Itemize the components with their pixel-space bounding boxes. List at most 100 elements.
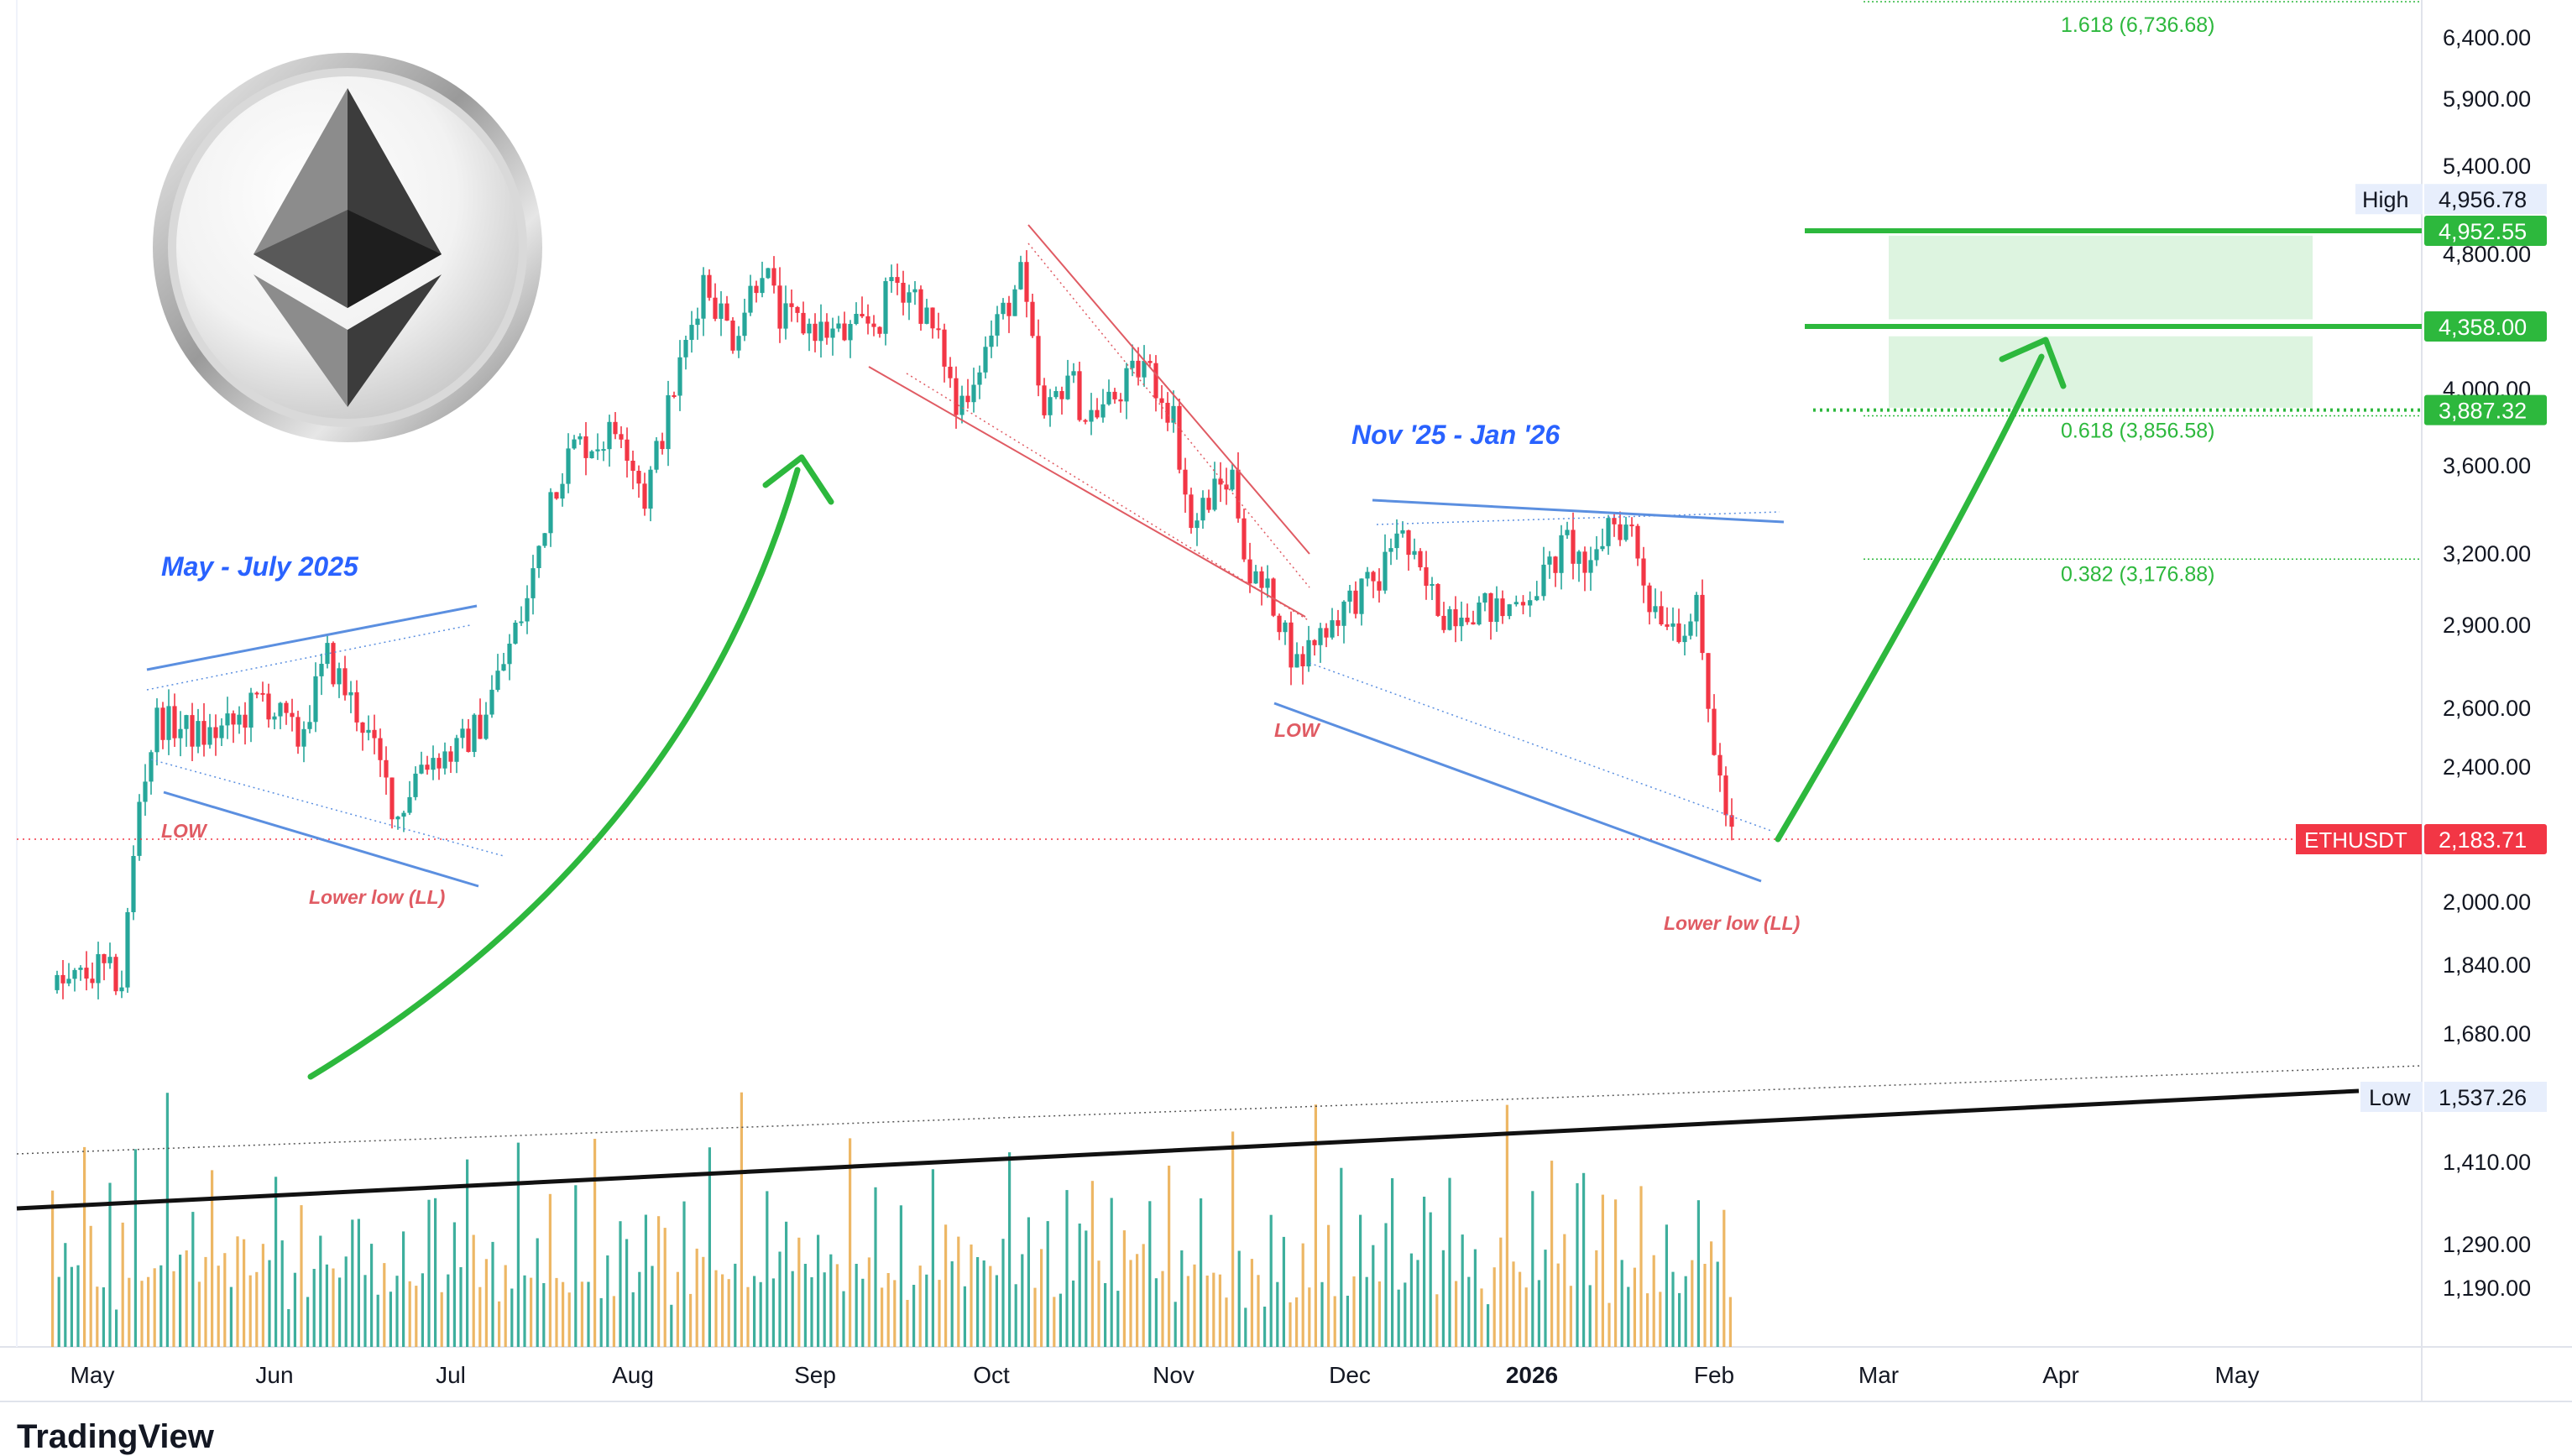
ethereum-coin-logo <box>153 53 542 442</box>
volume-bar <box>1499 1237 1503 1347</box>
candle-body <box>654 441 659 470</box>
candle-body <box>319 664 324 676</box>
candle-body <box>1253 571 1258 584</box>
candle-body <box>677 357 682 396</box>
candle-body <box>1641 558 1646 586</box>
volume-bar <box>1200 1198 1203 1347</box>
level-badge-1-bg <box>2424 311 2547 342</box>
candle-body <box>589 451 594 458</box>
red-channel-upper-dotted <box>1027 243 1310 588</box>
volume-bar <box>803 1264 807 1347</box>
candle-body <box>1306 639 1311 667</box>
time-tick-label: May <box>2215 1362 2260 1388</box>
level-badge-2-bg <box>2424 394 2547 425</box>
volume-bar <box>1320 1281 1324 1347</box>
volume-bar <box>319 1235 322 1347</box>
candle-body <box>1271 578 1276 616</box>
level-badge-0-bg <box>2424 216 2547 246</box>
volume-bar <box>606 1255 609 1347</box>
volume-bar <box>1633 1267 1636 1347</box>
candle-body <box>1071 371 1076 376</box>
volume-bar <box>1282 1236 1285 1347</box>
candle-body <box>989 335 994 347</box>
candle-body <box>1565 530 1570 535</box>
price-tick-label: 2,400.00 <box>2443 754 2531 780</box>
candle-body <box>143 781 148 802</box>
candle-body <box>201 721 206 745</box>
volume-bar <box>427 1199 431 1347</box>
volume-bar <box>357 1219 360 1347</box>
volume-bar <box>108 1182 112 1347</box>
candle-body <box>1700 594 1705 654</box>
candle-body <box>1048 397 1053 415</box>
candle-body <box>1112 391 1117 399</box>
volume-bar <box>1352 1276 1356 1347</box>
level-badge-0: 4,952.55 <box>2424 216 2547 246</box>
volume-bar <box>1205 1276 1209 1347</box>
wedge-upper <box>1372 498 1785 524</box>
volume-bar <box>817 1234 820 1347</box>
eth-mid-right <box>348 210 442 308</box>
candle-body <box>619 434 624 440</box>
candle-body <box>783 303 788 329</box>
candle-body <box>66 978 71 984</box>
volume-bar <box>855 1264 858 1347</box>
candle-body <box>1371 571 1376 582</box>
volume-bar <box>1588 1285 1592 1347</box>
candle-body <box>84 968 89 979</box>
candle-body <box>248 692 254 728</box>
volume-bar <box>1340 1167 1343 1347</box>
volume-bar <box>229 1286 233 1347</box>
volume-bar <box>1448 1177 1451 1347</box>
volume-bar <box>447 1274 450 1347</box>
candle-body <box>1706 653 1711 709</box>
volume-bar <box>881 1287 884 1347</box>
candle-body <box>1365 571 1370 579</box>
candle-body <box>272 716 277 720</box>
volume-bar <box>1409 1253 1413 1347</box>
volume-bar <box>466 1159 469 1347</box>
candle-body <box>736 336 741 351</box>
candle-body <box>1612 518 1617 524</box>
volume-bar <box>504 1265 507 1347</box>
candle-body <box>360 722 365 733</box>
volume-bar <box>702 1256 705 1347</box>
volume-bar <box>440 1292 443 1347</box>
wedge-lower-dotted <box>1309 662 1772 832</box>
candle-body <box>519 621 524 624</box>
volume-bar <box>478 1286 482 1347</box>
candle-body <box>1717 754 1723 776</box>
candle-body <box>484 714 489 739</box>
volume-bar <box>1691 1260 1694 1347</box>
volume-bar <box>395 1276 399 1347</box>
high-tag-bg <box>2355 184 2423 215</box>
target-box-1 <box>1889 336 2313 408</box>
candle-body <box>78 968 83 970</box>
candle-body <box>431 758 436 770</box>
volume-bar <box>893 1280 897 1347</box>
tradingview-branding: TradingView <box>17 1418 214 1455</box>
arrow-head-1 <box>762 454 834 505</box>
volume-bar <box>970 1245 973 1347</box>
candle-body <box>1036 336 1041 386</box>
candle-body <box>290 712 295 718</box>
last-price-badge-bg <box>2424 824 2547 854</box>
price-tick-label: 5,400.00 <box>2443 154 2531 179</box>
eth-mid-left <box>254 210 348 308</box>
volume-bar <box>625 1239 629 1347</box>
volume-bar <box>1237 1250 1241 1347</box>
volume-bar <box>734 1263 737 1347</box>
candle-body <box>1665 624 1670 627</box>
candle-body <box>166 706 171 740</box>
volume-bar <box>498 1301 501 1347</box>
volume-bar <box>274 1177 278 1347</box>
volume-bar <box>376 1294 379 1347</box>
candle-body <box>1147 361 1153 363</box>
candle-body <box>342 668 348 696</box>
candle-body <box>807 323 812 334</box>
candle-body <box>466 728 471 752</box>
candle-body <box>895 277 900 283</box>
volume-bar <box>1531 1191 1534 1347</box>
volume-bar <box>1646 1293 1649 1347</box>
